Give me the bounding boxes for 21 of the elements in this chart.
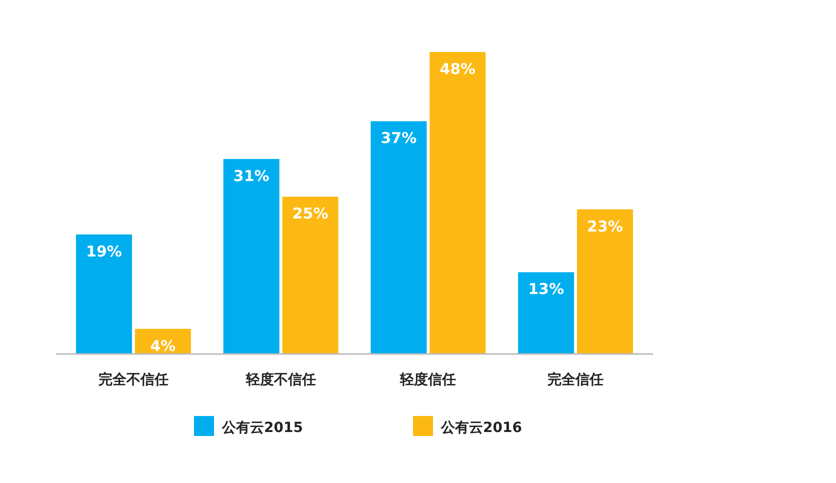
data-label: 23% (587, 217, 623, 236)
bar (223, 158, 280, 354)
bar (76, 234, 132, 354)
legend-label: 公有云2016 (440, 420, 522, 436)
bar (577, 209, 633, 354)
data-label: 25% (292, 204, 328, 223)
data-label: 31% (233, 166, 270, 185)
x-tick-label: 完全信任 (548, 371, 604, 388)
data-label: 4% (150, 336, 176, 355)
x-tick-label: 完全不信任 (98, 371, 168, 388)
data-label: 37% (380, 129, 417, 148)
legend-label: 公有云2015 (221, 420, 303, 436)
bar (282, 196, 338, 354)
bar (370, 121, 427, 354)
x-tick-label: 轻度信任 (399, 371, 456, 388)
data-label: 48% (440, 60, 476, 78)
bar (518, 272, 574, 354)
bar (430, 52, 486, 354)
data-label: 13% (528, 280, 564, 298)
x-tick-label: 轻度不信任 (244, 371, 316, 388)
data-label: 19% (86, 242, 122, 260)
